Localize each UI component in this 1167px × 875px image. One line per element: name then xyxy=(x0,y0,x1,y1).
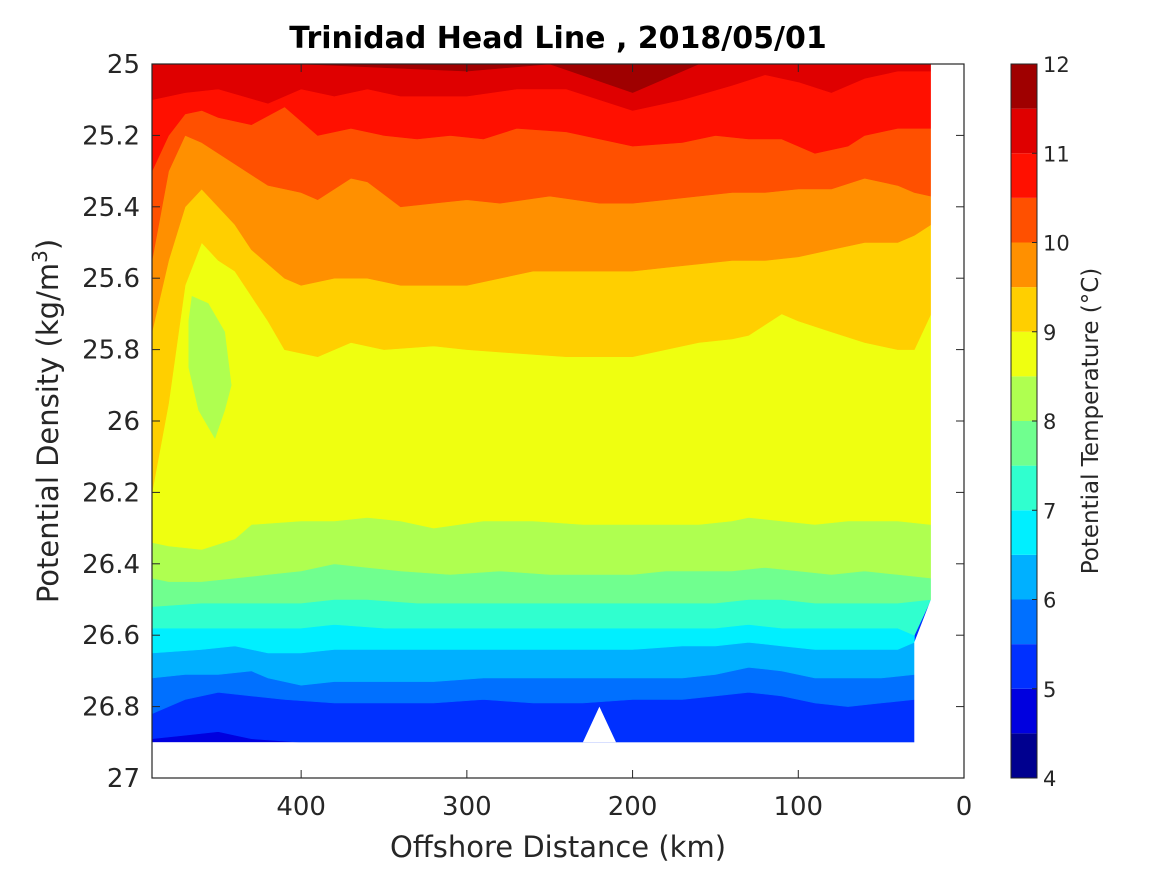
colorbar-band xyxy=(1011,153,1037,198)
x-tick-label: 400 xyxy=(276,792,326,822)
colorbar-band xyxy=(1011,644,1037,689)
colorbar-tick-label: 4 xyxy=(1043,767,1056,791)
colorbar-tick-label: 7 xyxy=(1043,499,1056,523)
colorbar-band xyxy=(1011,287,1037,332)
y-axis: 25 25.2 25.4 25.6 25.8 26 26.2 26.4 26.6 26.8 27 xyxy=(82,50,964,794)
y-tick-label: 26.4 xyxy=(82,550,140,580)
contour-region-11-5 xyxy=(152,64,964,93)
colorbar-band xyxy=(1011,465,1037,511)
colorbar-band xyxy=(1011,108,1037,154)
no-data-mask xyxy=(152,64,964,778)
colorbar-tick-label: 9 xyxy=(1043,321,1056,345)
contour-fill-layer xyxy=(152,64,964,743)
y-tick-label: 27 xyxy=(107,764,140,794)
x-tick-label: 300 xyxy=(442,792,492,822)
chart-title: Trinidad Head Line , 2018/05/01 xyxy=(289,21,826,56)
y-tick-label: 26 xyxy=(107,407,140,437)
colorbar-band xyxy=(1011,197,1037,243)
mask-bottom xyxy=(152,742,964,778)
colorbar-tick-label: 11 xyxy=(1043,142,1070,166)
colorbar-band xyxy=(1011,331,1037,377)
colorbar-band xyxy=(1011,599,1037,645)
colorbar-band xyxy=(1011,242,1037,288)
contour-region-8-closed xyxy=(188,296,232,439)
y-tick-label: 26.8 xyxy=(82,693,140,723)
colorbar-band xyxy=(1011,421,1037,466)
y-axis-label: Potential Density (kg/m3) xyxy=(28,239,65,603)
contour-region-11 xyxy=(152,64,932,111)
y-tick-label: 25 xyxy=(107,50,140,80)
x-axis-label: Offshore Distance (km) xyxy=(390,830,726,864)
colorbar-band xyxy=(1011,554,1037,600)
colorbar-band xyxy=(1011,688,1037,734)
y-tick-label: 26.6 xyxy=(82,621,140,651)
colorbar-band xyxy=(1011,376,1037,421)
colorbar-band xyxy=(1011,64,1037,109)
y-tick-label: 25.4 xyxy=(82,193,140,223)
colorbar-tick-label: 6 xyxy=(1043,589,1056,613)
colorbar: 4 5 6 7 8 9 10 11 12 xyxy=(1010,53,1070,791)
x-tick-label: 200 xyxy=(608,792,658,822)
colorbar-tick-label: 5 xyxy=(1043,678,1056,702)
y-tick-label: 25.2 xyxy=(82,121,140,151)
mask-right xyxy=(914,64,964,778)
colorbar-band xyxy=(1011,510,1037,555)
mask-gap xyxy=(582,706,616,743)
colorbar-label: Potential Temperature (°C) xyxy=(1078,268,1104,575)
y-tick-label: 25.8 xyxy=(82,336,140,366)
x-tick-label: 100 xyxy=(773,792,823,822)
colorbar-tick-label: 10 xyxy=(1043,232,1070,256)
y-tick-label: 26.2 xyxy=(82,478,140,508)
y-tick-label: 25.6 xyxy=(82,264,140,294)
colorbar-tick-label: 12 xyxy=(1043,53,1070,77)
colorbar-band xyxy=(1011,733,1037,778)
x-axis: 400 300 200 100 0 xyxy=(276,64,972,822)
x-tick-label: 0 xyxy=(956,792,973,822)
colorbar-tick-label: 8 xyxy=(1043,410,1056,434)
